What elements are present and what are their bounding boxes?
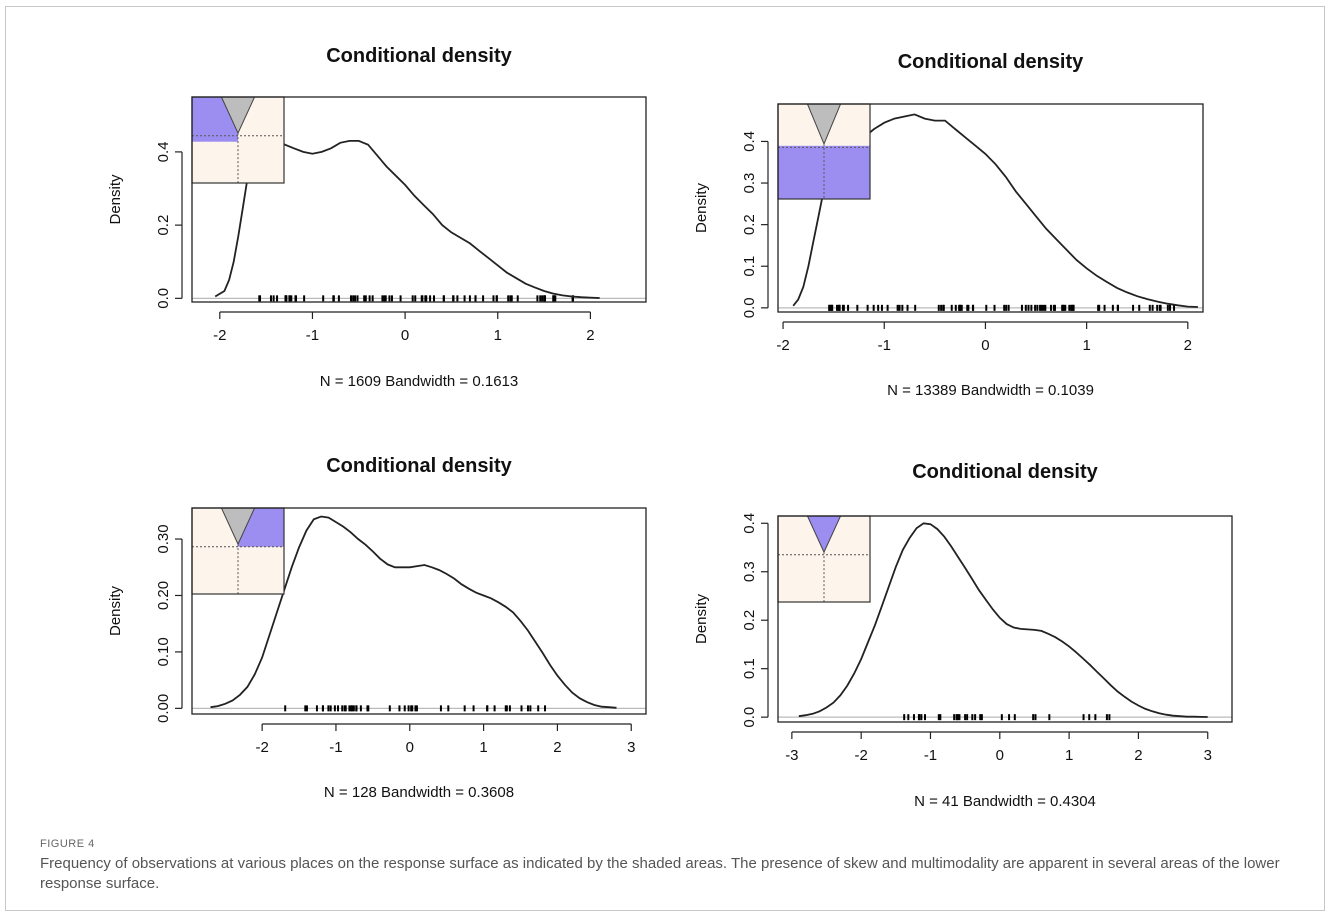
x-tick-label: -1 bbox=[329, 739, 342, 756]
x-tick-label: 1 bbox=[1065, 747, 1073, 764]
y-tick-label: 0.2 bbox=[741, 610, 758, 631]
x-tick-label: 2 bbox=[586, 327, 594, 344]
y-axis-label: Density bbox=[693, 182, 710, 233]
y-axis: 0.0 0.1 0.2 0.3 0.4 bbox=[741, 513, 769, 728]
y-tick-label: 0.4 bbox=[741, 513, 758, 534]
y-tick-label: 0.20 bbox=[155, 581, 172, 610]
y-axis-label: Density bbox=[693, 593, 710, 644]
x-tick-label: -2 bbox=[213, 327, 226, 344]
y-tick-label: 0.0 bbox=[155, 288, 172, 309]
density-panel: Conditional density -2 -1 0 1 2 0.0 0.2 0.4 Densi… bbox=[107, 45, 647, 390]
x-tick-label: 0 bbox=[981, 337, 989, 354]
plot-title: Conditional density bbox=[912, 461, 1098, 483]
figure-caption-text: Frequency of observations at various pla… bbox=[40, 855, 1280, 892]
density-panel: Conditional density-2 -1 0 1 20.00.10.20.30.… bbox=[693, 51, 1204, 399]
y-axis: 0.00 0.10 0.20 0.30 bbox=[155, 524, 183, 723]
x-axis: -2 -1 0 1 2 bbox=[776, 321, 1192, 354]
x-axis-label: N = 1609 Bandwidth = 0.1613 bbox=[320, 373, 519, 390]
x-tick-label: 0 bbox=[406, 739, 414, 756]
y-tick-label: 0.3 bbox=[741, 561, 758, 582]
y-tick-label: 0.4 bbox=[155, 141, 172, 162]
figure-label: FIGURE 4 bbox=[40, 838, 95, 850]
x-axis: -2 -1 0 1 2 3 bbox=[255, 723, 635, 756]
y-tick-label: 0.00 bbox=[155, 694, 172, 723]
x-axis-label: N = 41 Bandwidth = 0.4304 bbox=[914, 793, 1096, 810]
y-axis-label: Density bbox=[107, 585, 124, 636]
inset-indicator bbox=[191, 96, 285, 184]
y-axis: 0.0 0.1 0.2 0.3 0.4 bbox=[741, 131, 769, 318]
x-tick-label: 1 bbox=[494, 327, 502, 344]
y-tick-label: 0.0 bbox=[741, 297, 758, 318]
x-tick-label: 3 bbox=[627, 739, 635, 756]
x-tick-label: 3 bbox=[1204, 747, 1212, 764]
y-tick-label: 0.0 bbox=[741, 707, 758, 728]
x-axis: -3 -2 -1 0 1 2 3 bbox=[785, 731, 1212, 764]
x-tick-label: 0 bbox=[996, 747, 1004, 764]
y-tick-label: 0.1 bbox=[741, 256, 758, 277]
rug-marks bbox=[284, 705, 547, 712]
x-axis-label: N = 128 Bandwidth = 0.3608 bbox=[324, 784, 514, 801]
y-tick-label: 0.3 bbox=[741, 173, 758, 194]
density-curve bbox=[798, 522, 1208, 718]
plot-title: Conditional density bbox=[898, 51, 1084, 73]
y-tick-label: 0.30 bbox=[155, 524, 172, 553]
y-tick-label: 0.2 bbox=[155, 215, 172, 236]
plot-frame bbox=[777, 103, 1204, 313]
y-tick-label: 0.2 bbox=[741, 214, 758, 235]
density-plots: Conditional density -2 -1 0 1 2 0.0 0.2 0.4 Densi… bbox=[107, 45, 1233, 810]
plot-frame bbox=[191, 507, 647, 715]
y-tick-label: 0.10 bbox=[155, 637, 172, 666]
density-curve bbox=[210, 515, 617, 709]
x-tick-label: 2 bbox=[1134, 747, 1142, 764]
y-tick-label: 0.4 bbox=[741, 131, 758, 152]
y-axis: 0.0 0.2 0.4 bbox=[155, 141, 183, 309]
rug-marks bbox=[903, 714, 1111, 721]
x-tick-label: -2 bbox=[776, 337, 789, 354]
x-tick-label: 1 bbox=[479, 739, 487, 756]
x-tick-label: -1 bbox=[306, 327, 319, 344]
y-axis-label: Density bbox=[107, 174, 124, 225]
x-axis-label: N = 13389 Bandwidth = 0.1039 bbox=[887, 382, 1094, 399]
density-panel: Conditional density-3 -2 -1 0 1 2 30.00.10.20.… bbox=[693, 461, 1233, 810]
density-panel: Conditional density-2 -1 0 1 2 30.000.100.200… bbox=[107, 455, 647, 801]
x-tick-label: 2 bbox=[1184, 337, 1192, 354]
inset-indicator bbox=[777, 515, 871, 603]
x-tick-label: 0 bbox=[401, 327, 409, 344]
figure-caption: FIGURE 4 Frequency of observations at va… bbox=[40, 838, 1300, 894]
plot-title: Conditional density bbox=[326, 455, 512, 477]
inset-indicator bbox=[777, 103, 871, 200]
rug-marks bbox=[828, 304, 1176, 311]
x-tick-label: -2 bbox=[855, 747, 868, 764]
x-tick-label: 2 bbox=[553, 739, 561, 756]
x-tick-label: -2 bbox=[255, 739, 268, 756]
rug-marks bbox=[258, 295, 575, 302]
x-tick-label: -1 bbox=[878, 337, 891, 354]
plot-frame bbox=[191, 96, 647, 303]
y-tick-label: 0.1 bbox=[741, 658, 758, 679]
plot-frame bbox=[777, 515, 1233, 723]
inset-indicator bbox=[191, 507, 285, 595]
x-tick-label: -1 bbox=[924, 747, 937, 764]
x-axis: -2 -1 0 1 2 bbox=[213, 311, 595, 344]
x-tick-label: 1 bbox=[1082, 337, 1090, 354]
plot-title: Conditional density bbox=[326, 45, 512, 67]
x-tick-label: -3 bbox=[785, 747, 798, 764]
